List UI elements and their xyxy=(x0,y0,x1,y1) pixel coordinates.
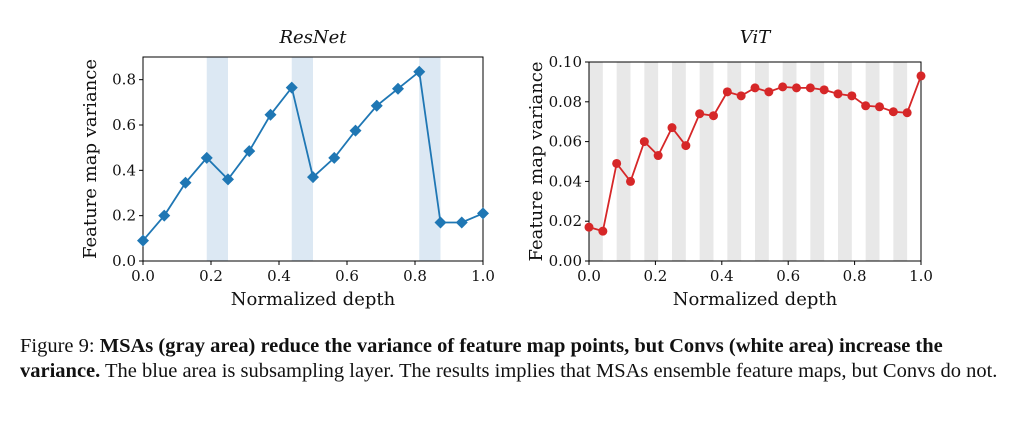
data-point xyxy=(736,91,746,101)
data-point xyxy=(709,111,718,121)
data-point xyxy=(612,158,622,168)
x-axis-label: Normalized depth xyxy=(673,289,838,310)
band xyxy=(755,62,769,261)
data-point xyxy=(200,151,213,164)
data-point xyxy=(137,234,149,247)
data-point xyxy=(792,83,801,93)
data-point xyxy=(455,216,468,229)
data-point xyxy=(626,176,635,186)
y-tick-label: 0.10 xyxy=(549,53,582,71)
data-point xyxy=(764,87,774,97)
data-point xyxy=(392,82,404,95)
caption-bold: MSAs (gray area) reduce the variance of … xyxy=(20,335,943,382)
x-tick-label: 0.6 xyxy=(335,267,359,285)
band xyxy=(838,62,852,261)
data-point xyxy=(819,85,829,95)
data-point xyxy=(370,99,383,112)
data-point xyxy=(477,207,489,220)
band xyxy=(893,62,908,261)
data-point xyxy=(413,65,426,78)
x-tick-label: 0.8 xyxy=(843,267,867,285)
y-axis-label: Feature map variance xyxy=(526,61,547,261)
band xyxy=(727,62,742,261)
data-point xyxy=(778,82,788,92)
y-tick-label: 0.06 xyxy=(549,133,582,151)
data-point xyxy=(695,109,705,119)
data-point xyxy=(902,108,912,118)
data-point xyxy=(639,137,649,147)
data-point xyxy=(222,173,234,186)
data-point xyxy=(861,101,871,111)
y-axis-label: Feature map variance xyxy=(80,59,101,259)
caption-rest: The blue area is subsampling layer. The … xyxy=(100,360,998,382)
chart-resnet: 0.0 0.2 0.4 0.6 0.8 1.0 0.0 0.2 0.4 0.6 0.8 ResNet N… xyxy=(80,27,495,310)
data-point xyxy=(888,107,898,117)
x-tick-label: 0.2 xyxy=(199,267,223,285)
data-point xyxy=(681,141,691,151)
x-axis-label: Normalized depth xyxy=(231,289,396,310)
data-point xyxy=(847,91,857,101)
data-point xyxy=(307,171,319,184)
data-point xyxy=(328,151,341,164)
band xyxy=(206,57,228,261)
x-tick-label: 0.4 xyxy=(710,267,734,285)
y-tick-label: 0.2 xyxy=(112,207,136,225)
caption-label: Figure 9: xyxy=(20,335,100,357)
data-point xyxy=(833,89,843,99)
y-tick-label: 0.08 xyxy=(549,93,582,111)
x-tick-label: 0.0 xyxy=(131,267,155,285)
x-tick-label: 0.8 xyxy=(403,267,427,285)
figure-caption: Figure 9: MSAs (gray area) reduce the va… xyxy=(20,334,1010,384)
y-tick-label: 0.04 xyxy=(549,172,582,190)
y-tick-label: 0.4 xyxy=(112,161,136,179)
band xyxy=(782,62,797,261)
x-tick-label: 0.2 xyxy=(643,267,667,285)
data-point xyxy=(916,71,926,81)
data-point xyxy=(434,216,447,229)
band xyxy=(616,62,631,261)
band xyxy=(810,62,825,261)
data-point xyxy=(598,226,608,236)
x-tick-label: 0.0 xyxy=(577,267,601,285)
chart-title: ViT xyxy=(740,27,772,48)
data-point xyxy=(805,83,815,93)
band xyxy=(419,57,441,261)
data-point xyxy=(349,124,362,137)
band xyxy=(644,62,659,261)
band xyxy=(672,62,686,261)
data-point xyxy=(875,102,884,112)
axes-frame xyxy=(142,56,484,262)
chart-vit: 0.0 0.2 0.4 0.6 0.8 1.0 0.00 0.02 0.04 0.06 0.08 0.… xyxy=(526,27,933,310)
data-point xyxy=(653,151,663,161)
data-point xyxy=(750,83,760,93)
x-tick-label: 0.4 xyxy=(267,267,291,285)
axes-frame xyxy=(588,61,922,262)
data-point xyxy=(722,87,732,97)
x-tick-label: 0.6 xyxy=(776,267,800,285)
y-tick-label: 0.6 xyxy=(112,116,136,134)
data-point xyxy=(285,81,298,94)
y-tick-label: 0.0 xyxy=(112,252,136,270)
data-point xyxy=(179,176,192,189)
band xyxy=(865,62,880,261)
y-tick-label: 0.8 xyxy=(112,71,136,89)
data-point xyxy=(584,222,594,232)
y-tick-label: 0.00 xyxy=(549,252,582,270)
figure: 0.0 0.2 0.4 0.6 0.8 1.0 0.0 0.2 0.4 0.6 0.8 ResNet N… xyxy=(80,27,933,310)
data-point xyxy=(158,209,171,222)
data-point xyxy=(243,145,256,158)
band xyxy=(589,62,603,261)
data-point xyxy=(667,123,677,133)
x-tick-label: 1.0 xyxy=(471,267,495,285)
data-point xyxy=(264,108,277,121)
x-tick-label: 1.0 xyxy=(909,267,933,285)
y-tick-label: 0.02 xyxy=(549,212,582,230)
chart-title: ResNet xyxy=(278,27,347,48)
band xyxy=(699,62,714,261)
